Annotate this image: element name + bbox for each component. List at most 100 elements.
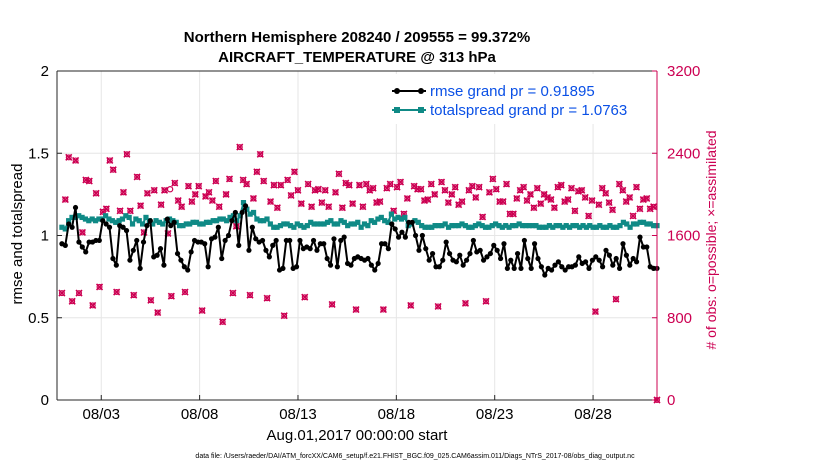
obs-possible-circle (96, 283, 103, 290)
totalspread-point (348, 221, 354, 227)
right-y-tick-label: 0 (667, 392, 675, 409)
totalspread-point (617, 223, 623, 229)
obs-possible-circle (616, 181, 623, 188)
rmse-point (266, 254, 272, 260)
rmse-point (576, 254, 582, 260)
obs-assimilated-marker (270, 181, 278, 189)
totalspread-point (62, 226, 68, 232)
legend-spread-marker-2 (418, 107, 424, 113)
rmse-point (599, 264, 606, 270)
obs-assimilated-marker (424, 195, 432, 204)
totalspread-point (415, 219, 421, 225)
rmse-point (637, 234, 643, 240)
obs-assimilated-marker (198, 306, 206, 315)
obs-possible-circle (329, 301, 336, 308)
obs-possible-circle (284, 176, 291, 183)
right-y-tick-label: 800 (667, 310, 692, 327)
obs-possible-circle (161, 187, 168, 194)
obs-assimilated-marker (355, 181, 364, 189)
totalspread-point (220, 216, 226, 222)
totalspread-point (496, 223, 502, 229)
obs-assimilated-marker (321, 186, 329, 194)
obs-possible-circle (202, 193, 209, 200)
totalspread-point (308, 219, 314, 225)
obs-possible-circle (76, 290, 83, 297)
obs-assimilated-marker (362, 180, 370, 188)
obs-assimilated-marker (116, 207, 124, 215)
rmse-point (69, 224, 75, 230)
obs-possible-circle (578, 187, 585, 194)
rmse-point (613, 255, 619, 262)
rmse-point (348, 262, 354, 268)
obs-possible-circle (404, 195, 411, 202)
rmse-point (589, 257, 595, 263)
obs-assimilated-marker (444, 199, 452, 207)
totalspread-point (277, 223, 284, 229)
obs-possible-circle (117, 207, 124, 214)
obs-possible-circle (503, 181, 510, 188)
totalspread-point (119, 216, 126, 222)
obs-possible-circle (192, 191, 199, 198)
obs-possible-circle (270, 182, 277, 189)
totalspread-point (318, 221, 324, 227)
totalspread-point (190, 219, 196, 225)
obs-possible-circle (489, 175, 496, 182)
obs-assimilated-marker (595, 201, 603, 209)
legend-spread-marker-1 (394, 107, 400, 113)
totalspread-point (560, 224, 566, 230)
totalspread-point (109, 218, 115, 224)
obs-possible-circle (195, 183, 202, 190)
totalspread-point (72, 214, 78, 221)
obs-possible-circle (86, 178, 93, 185)
obs-assimilated-marker (157, 201, 165, 209)
totalspread-point (466, 224, 472, 230)
left-y-axis-label: rmse and totalspread (9, 164, 26, 305)
obs-possible-circle (130, 292, 137, 299)
rmse-point (144, 223, 150, 229)
rmse-point (96, 237, 102, 244)
obs-assimilated-marker (427, 180, 435, 188)
obs-possible-circle (274, 204, 281, 211)
totalspread-point (533, 223, 539, 229)
obs-assimilated-marker (547, 195, 555, 204)
rmse-point (140, 239, 147, 245)
obs-possible-circle (89, 302, 96, 309)
rmse-point (521, 237, 527, 244)
obs-possible-circle (72, 157, 79, 164)
totalspread-point (294, 221, 300, 227)
obs-assimilated-marker (58, 289, 66, 297)
totalspread-point (382, 218, 388, 224)
obs-possible-circle (482, 298, 489, 305)
obs-possible-circle (65, 154, 72, 161)
obs-possible-circle (103, 205, 110, 212)
rmse-point (100, 218, 106, 224)
rmse-point (307, 246, 313, 252)
totalspread-point (314, 221, 321, 227)
obs-possible-circle (418, 186, 425, 193)
rmse-point (273, 237, 279, 244)
rmse-point (644, 244, 650, 250)
x-tick-label: 08/03 (82, 406, 120, 423)
obs-possible-circle (58, 290, 65, 297)
totalspread-point (210, 218, 216, 224)
totalspread-point (355, 219, 361, 225)
obs-assimilated-marker (208, 196, 216, 205)
obs-assimilated-marker (195, 182, 203, 190)
obs-possible-circle (582, 194, 589, 201)
obs-possible-circle (240, 176, 247, 183)
totalspread-point (412, 218, 418, 224)
obs-possible-circle (185, 183, 192, 190)
rmse-point (382, 241, 388, 247)
rmse-point (508, 257, 514, 263)
totalspread-point (614, 224, 620, 230)
x-tick-label: 08/28 (574, 406, 612, 423)
obs-possible-circle (158, 201, 165, 208)
obs-assimilated-marker (290, 168, 299, 176)
totalspread-point (341, 219, 347, 225)
totalspread-point (392, 216, 398, 222)
obs-assimilated-marker (106, 156, 114, 165)
totalspread-point (284, 221, 290, 227)
left-y-axis-ticks: 0 0.5 1 1.5 2 (28, 63, 62, 409)
obs-assimilated-marker (102, 205, 110, 213)
obs-assimilated-marker (130, 291, 138, 299)
